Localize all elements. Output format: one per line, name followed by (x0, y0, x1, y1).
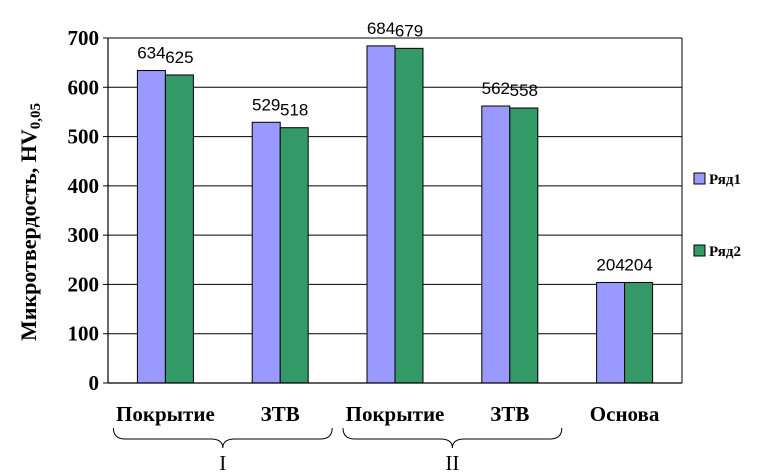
legend: Ряд1 Ряд2 (693, 172, 741, 260)
x-category-label: ЗТВ (261, 402, 300, 426)
y-tick-label: 0 (89, 371, 100, 395)
group-label: II (445, 451, 459, 473)
y-tick-label: 300 (68, 223, 100, 247)
data-label: 529 (252, 95, 280, 114)
data-label: 684 (367, 19, 395, 38)
legend-swatch (693, 172, 706, 185)
data-label: 204 (624, 255, 652, 274)
bar (136, 70, 166, 384)
bar (596, 281, 626, 384)
x-tick-labels: Покрытие ЗТВ Покрытие ЗТВ Основа (116, 402, 660, 426)
group-label: I (219, 451, 226, 473)
group-brace (112, 427, 333, 449)
data-label: 518 (280, 101, 308, 120)
data-label: 634 (137, 44, 165, 63)
data-label: 558 (510, 81, 538, 100)
bar (366, 45, 396, 384)
x-category-label: Покрытие (116, 402, 215, 426)
x-category-label: Покрытие (346, 402, 445, 426)
data-label: 204 (596, 255, 624, 274)
bar (251, 121, 281, 384)
y-tick-label: 100 (68, 322, 100, 346)
legend-label: Ряд2 (709, 244, 741, 260)
group-brace (342, 427, 563, 449)
x-category-label: Основа (590, 402, 660, 426)
bar (394, 47, 424, 384)
y-axis-label-main: Микротвердость, HV (16, 129, 41, 341)
legend-label: Ряд1 (709, 172, 741, 188)
axes (103, 37, 683, 384)
x-category-label: ЗТВ (490, 402, 529, 426)
data-label: 679 (395, 21, 423, 40)
y-axis-label-subscript: 0,05 (28, 103, 44, 129)
y-tick-label: 700 (68, 26, 100, 50)
bars (136, 45, 654, 384)
y-tick-labels: 0 100 200 300 400 500 600 700 (68, 26, 100, 395)
bar (481, 105, 511, 384)
data-label: 625 (165, 48, 193, 67)
data-label: 562 (482, 79, 510, 98)
bar (509, 107, 539, 384)
y-tick-label: 600 (68, 75, 100, 99)
y-tick-label: 200 (68, 272, 100, 296)
y-tick-label: 500 (68, 125, 100, 149)
legend-swatch (693, 244, 706, 257)
y-axis-label: Микротвердость, HV0,05 (16, 103, 44, 341)
bar (164, 74, 194, 384)
bar (279, 127, 309, 384)
y-tick-label: 400 (68, 174, 100, 198)
data-labels: 634 625 529 518 684 679 562 558 204 204 (137, 19, 653, 275)
bar (624, 281, 654, 384)
group-braces: I II (112, 427, 563, 473)
